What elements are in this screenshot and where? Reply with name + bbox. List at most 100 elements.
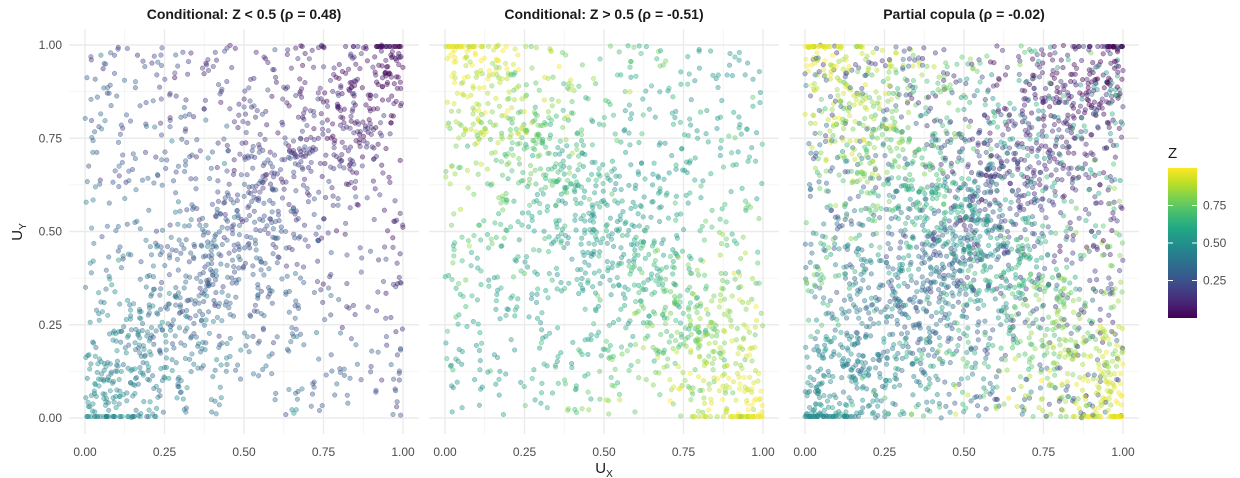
data-point	[160, 409, 166, 415]
data-point	[122, 345, 128, 351]
data-point	[819, 322, 825, 328]
data-point	[159, 319, 165, 325]
data-point	[652, 258, 658, 264]
data-point	[90, 149, 96, 155]
data-point	[715, 84, 721, 91]
data-point	[1039, 47, 1045, 53]
data-point	[515, 219, 521, 225]
data-point	[279, 119, 285, 125]
data-point	[807, 259, 813, 265]
data-point	[179, 136, 185, 142]
data-point	[218, 99, 224, 105]
data-point	[108, 50, 114, 56]
data-point	[593, 229, 600, 235]
data-point	[193, 176, 199, 182]
data-point	[880, 78, 886, 85]
data-point	[590, 75, 597, 82]
data-point	[315, 96, 321, 102]
data-point	[1101, 85, 1107, 91]
data-point	[1050, 345, 1056, 351]
data-point	[118, 414, 124, 420]
data-point	[711, 375, 717, 381]
data-point	[124, 398, 130, 404]
data-point	[341, 165, 347, 171]
data-point	[120, 392, 127, 398]
data-point	[982, 262, 988, 268]
data-point	[636, 290, 642, 296]
data-point	[321, 216, 327, 222]
data-point	[1042, 332, 1048, 338]
data-point	[90, 401, 96, 407]
data-point	[975, 243, 981, 249]
data-point	[337, 330, 344, 336]
data-point	[527, 162, 534, 169]
data-point	[618, 245, 624, 251]
data-point	[678, 69, 684, 75]
data-point	[603, 397, 609, 403]
data-point	[585, 351, 591, 358]
data-point	[1077, 90, 1083, 96]
data-point	[987, 391, 993, 397]
data-point	[676, 344, 682, 350]
data-point	[150, 263, 156, 269]
data-point	[291, 231, 297, 237]
data-point	[498, 159, 504, 165]
data-point	[202, 97, 208, 103]
data-point	[919, 155, 925, 161]
data-point	[169, 138, 175, 144]
data-point	[248, 190, 254, 196]
data-point	[578, 138, 585, 144]
data-point	[544, 208, 550, 214]
data-point	[942, 379, 948, 385]
data-point	[265, 294, 271, 300]
data-point	[718, 354, 724, 361]
data-point	[672, 114, 678, 121]
data-point	[937, 118, 943, 124]
data-point	[672, 293, 678, 300]
data-point	[470, 83, 476, 89]
data-point	[1041, 233, 1047, 239]
data-point	[291, 174, 297, 180]
data-point	[532, 104, 538, 110]
data-point	[486, 68, 492, 74]
data-point	[886, 69, 892, 75]
data-point	[486, 277, 492, 283]
data-point	[558, 350, 564, 356]
data-point	[456, 312, 462, 318]
data-point	[846, 101, 852, 107]
data-point	[668, 289, 674, 295]
data-point	[1039, 70, 1045, 76]
data-point	[579, 275, 585, 282]
data-point	[501, 235, 507, 241]
data-point	[253, 49, 259, 55]
data-point	[259, 111, 265, 117]
data-point	[358, 51, 364, 57]
data-point	[225, 293, 231, 299]
data-point	[289, 331, 295, 337]
data-point	[632, 203, 638, 210]
data-point	[627, 116, 634, 122]
data-point	[619, 233, 625, 239]
data-point	[231, 119, 237, 125]
data-point	[473, 160, 479, 166]
data-point	[485, 100, 491, 107]
data-point	[934, 172, 940, 178]
data-point	[646, 313, 652, 319]
data-point	[963, 81, 969, 87]
data-point	[893, 103, 899, 109]
data-point	[737, 362, 744, 368]
data-point	[300, 166, 306, 172]
data-point	[128, 252, 134, 258]
data-point	[614, 275, 620, 281]
data-point	[222, 195, 228, 201]
data-point	[146, 207, 152, 213]
data-point	[590, 118, 596, 125]
data-point	[495, 287, 501, 293]
data-point	[827, 298, 833, 304]
data-point	[367, 121, 373, 127]
data-point	[743, 205, 749, 211]
data-point	[562, 184, 568, 191]
data-point	[687, 116, 693, 122]
data-point	[458, 80, 464, 86]
data-point	[320, 44, 327, 50]
